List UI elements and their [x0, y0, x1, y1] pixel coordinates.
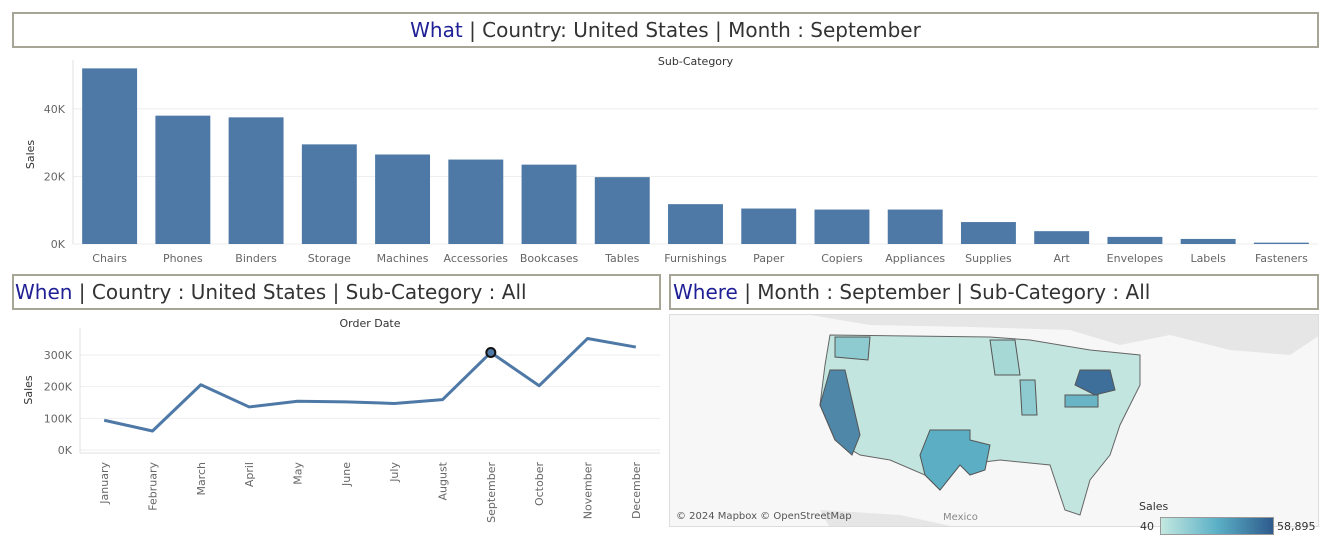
bar-category-label: Appliances [885, 252, 945, 265]
bar-category-label: Phones [163, 252, 203, 265]
bar-category-label: Tables [604, 252, 639, 265]
bar-art [1034, 231, 1090, 244]
bar-machines [375, 154, 431, 244]
month-label: September [485, 462, 498, 523]
what-keyword: What [410, 18, 463, 42]
texas-region [919, 429, 991, 491]
bar-category-label: Binders [235, 252, 277, 265]
line-ytick-label: 100K [44, 412, 73, 425]
month-label: January [98, 462, 111, 505]
bar-category-label: Copiers [821, 252, 863, 265]
bar-category-label: Labels [1190, 252, 1226, 265]
month-label: August [437, 461, 450, 500]
bar-category-label: Chairs [92, 252, 127, 265]
mexico-label: Mexico [943, 512, 978, 523]
sub-category-bar-chart: Sub-Category Sales 0K 20K 40K Chairs Phones Bin… [24, 55, 1318, 265]
month-label: April [243, 462, 256, 487]
month-label: May [292, 462, 305, 485]
month-label: March [195, 462, 208, 496]
line-chart-title: Order Date [339, 317, 400, 330]
month-label: February [147, 462, 160, 511]
legend-min: 40 [1140, 520, 1154, 533]
line-ytick-label: 300K [44, 349, 73, 362]
bar-supplies [960, 222, 1016, 244]
sales-line [103, 337, 637, 433]
bar-furnishings [668, 204, 723, 244]
bar-binders [228, 117, 284, 244]
legend-gradient [1160, 517, 1274, 535]
bar-copiers [814, 209, 870, 244]
bar-ytick-label: 20K [44, 170, 66, 183]
bar-category-label: Art [1053, 252, 1070, 265]
where-keyword: Where [673, 280, 738, 304]
bar-category-label: Bookcases [520, 252, 579, 265]
bar-accessories [448, 159, 504, 244]
mexico-landmass [820, 510, 951, 526]
illinois-region [1019, 379, 1038, 416]
where-title: Where | Month : September | Sub-Category… [669, 274, 1319, 310]
month-label: December [630, 462, 643, 520]
bar-appliances [887, 209, 943, 244]
line-ytick-label: 0K [58, 444, 73, 457]
month-label: June [340, 462, 353, 487]
legend-title: Sales [1139, 500, 1169, 513]
bar-tables [594, 177, 650, 244]
bar-chart-ylabel: Sales [24, 140, 37, 170]
bar-storage [301, 144, 357, 244]
bar-category-label: Paper [753, 252, 785, 265]
new-york-region [1074, 369, 1116, 396]
month-label: July [388, 462, 401, 483]
bar-chart-title: Sub-Category [658, 55, 734, 68]
when-title-text: | Country : United States | Sub-Category… [72, 280, 527, 304]
when-title: When | Country : United States | Sub-Cat… [12, 274, 661, 310]
bar-category-label: Accessories [444, 252, 509, 265]
bar-chairs [82, 68, 138, 245]
line-ytick-label: 200K [44, 381, 73, 394]
when-keyword: When [15, 280, 73, 304]
bar-envelopes [1107, 236, 1163, 244]
month-label: November [582, 462, 595, 520]
bar-paper [741, 208, 797, 244]
bar-ytick-label: 40K [44, 103, 66, 116]
california-region [819, 369, 861, 456]
where-title-text: | Month : September | Sub-Category : All [737, 280, 1151, 304]
bar-ytick-label: 0K [51, 238, 66, 251]
washington-region [834, 336, 871, 361]
month-label: October [533, 462, 546, 506]
bar-bookcases [521, 164, 577, 244]
bar-category-label: Furnishings [664, 252, 727, 265]
bar-category-label: Envelopes [1107, 252, 1164, 265]
minnesota-region [989, 339, 1021, 376]
legend-max: 58,895 [1277, 520, 1316, 533]
bar-category-label: Storage [308, 252, 351, 265]
bar-category-label: Machines [377, 252, 429, 265]
pennsylvania-region [1064, 394, 1099, 408]
order-date-line-chart: Order Date Sales 0K 100K 200K 300K January Febr… [22, 317, 660, 523]
what-title: What | Country: United States | Month : … [12, 12, 1319, 48]
bar-labels [1180, 238, 1236, 244]
bar-phones [155, 115, 211, 245]
line-chart-ylabel: Sales [22, 375, 35, 405]
bar-category-label: Fasteners [1255, 252, 1308, 265]
canada-landmass [810, 315, 1318, 355]
map-canvas [670, 315, 1318, 526]
map-credits: © 2024 Mapbox © OpenStreetMap [676, 511, 852, 522]
us-sales-map[interactable] [669, 314, 1319, 527]
bar-category-label: Supplies [965, 252, 1012, 265]
bar-fasteners [1253, 242, 1309, 244]
what-title-text: | Country: United States | Month : Septe… [462, 18, 921, 42]
highlighted-point-september [485, 346, 497, 358]
